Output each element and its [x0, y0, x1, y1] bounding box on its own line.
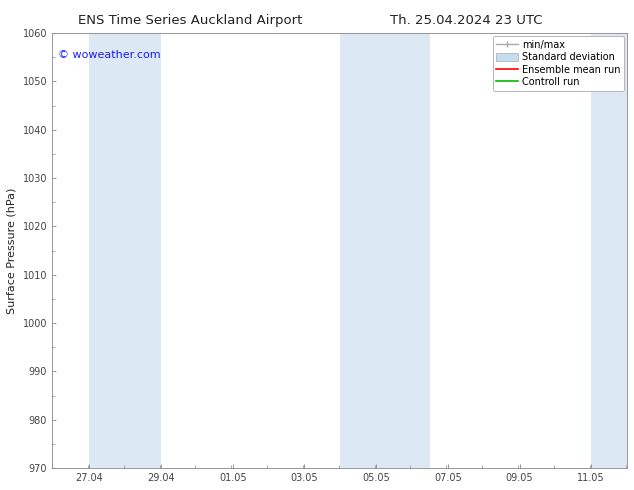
Bar: [592, 33, 634, 468]
Text: Th. 25.04.2024 23 UTC: Th. 25.04.2024 23 UTC: [390, 14, 542, 27]
Text: © woweather.com: © woweather.com: [58, 50, 160, 60]
Y-axis label: Surface Pressure (hPa): Surface Pressure (hPa): [7, 187, 17, 314]
Legend: min/max, Standard deviation, Ensemble mean run, Controll run: min/max, Standard deviation, Ensemble me…: [493, 36, 624, 91]
Bar: [89, 33, 161, 468]
Bar: [340, 33, 430, 468]
Text: ENS Time Series Auckland Airport: ENS Time Series Auckland Airport: [78, 14, 302, 27]
